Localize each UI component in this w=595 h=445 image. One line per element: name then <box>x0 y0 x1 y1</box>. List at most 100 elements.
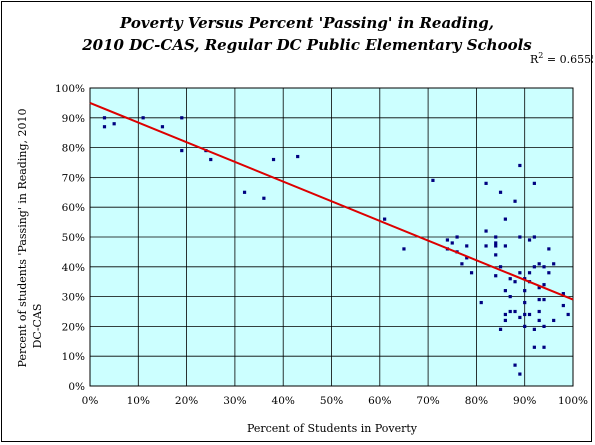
data-point <box>566 312 570 317</box>
data-point <box>532 181 536 185</box>
x-tick-label: 20% <box>175 395 198 407</box>
y-tick-label: 50% <box>62 232 85 244</box>
data-point <box>484 244 488 248</box>
data-point <box>518 315 522 320</box>
y-tick-label: 20% <box>62 321 85 333</box>
data-point <box>469 271 474 275</box>
y-tick-labels: 0% 10% 20% 30% 40% 50% 60% 70% 80% 90% 100% <box>55 83 85 393</box>
data-point <box>508 309 512 314</box>
data-point <box>465 244 469 248</box>
data-point <box>460 262 464 266</box>
x-tick-label: 90% <box>513 395 536 407</box>
r-squared-exponent: 2 <box>538 51 543 60</box>
data-point <box>465 256 469 260</box>
data-point <box>518 163 522 168</box>
data-point <box>494 244 498 248</box>
y-tick-label: 80% <box>62 143 85 155</box>
data-point <box>209 157 213 162</box>
data-point <box>508 277 512 281</box>
y-tick-label: 100% <box>55 83 85 95</box>
data-point <box>513 280 517 284</box>
data-point <box>523 289 527 293</box>
data-point <box>518 372 522 376</box>
data-point <box>532 235 536 239</box>
data-point <box>494 235 498 239</box>
data-point <box>498 327 503 331</box>
data-point <box>547 271 551 275</box>
data-point <box>537 262 541 266</box>
data-points <box>102 116 570 376</box>
data-point <box>513 199 517 203</box>
data-point <box>518 271 522 275</box>
data-point <box>402 247 406 251</box>
data-point <box>271 157 276 162</box>
data-point <box>102 125 107 129</box>
data-point <box>242 190 247 194</box>
data-point <box>513 309 517 314</box>
data-point <box>508 295 512 299</box>
data-point <box>498 265 503 269</box>
x-tick-label: 0% <box>82 395 99 407</box>
data-point <box>112 122 116 126</box>
data-point <box>484 229 488 233</box>
data-point <box>494 241 498 245</box>
data-point <box>523 312 527 317</box>
data-point <box>160 125 165 129</box>
data-point <box>431 178 435 182</box>
data-point <box>537 318 541 323</box>
x-axis-label: Percent of Students in Poverty <box>247 422 418 435</box>
y-tick-label: 30% <box>62 292 85 304</box>
y-tick-label: 70% <box>62 172 85 184</box>
data-point <box>479 300 483 305</box>
data-point <box>503 289 507 293</box>
data-point <box>498 190 503 194</box>
data-point <box>523 277 527 281</box>
y-tick-label: 60% <box>62 202 85 214</box>
data-point <box>527 271 532 275</box>
data-point <box>180 148 184 153</box>
data-point <box>494 274 498 278</box>
data-point <box>503 244 507 248</box>
data-point <box>503 312 507 317</box>
data-point <box>513 363 517 367</box>
y-axis-label: Percent of students 'Passing' in Reading… <box>16 109 44 368</box>
x-tick-label: 10% <box>127 395 150 407</box>
data-point <box>383 217 387 221</box>
y-tick-label: 90% <box>62 113 85 125</box>
data-point <box>552 262 556 266</box>
r-squared-value: = 0.6555 <box>543 53 593 66</box>
data-point <box>532 327 536 331</box>
y-axis-label-line2: DC-CAS <box>31 304 44 349</box>
data-point <box>523 300 527 305</box>
data-point <box>494 253 498 257</box>
data-point <box>503 217 507 221</box>
data-point <box>552 318 556 323</box>
data-point <box>527 238 532 242</box>
x-tick-label: 30% <box>223 395 246 407</box>
x-tick-label: 70% <box>416 395 439 407</box>
chart-title-line2: 2010 DC-CAS, Regular DC Public Elementar… <box>81 36 532 54</box>
x-tick-label: 100% <box>558 395 588 407</box>
x-tick-label: 60% <box>368 395 391 407</box>
data-point <box>141 116 145 120</box>
x-tick-label: 80% <box>465 395 488 407</box>
r-squared-label: R2 = 0.6555 <box>530 51 593 66</box>
data-point <box>547 247 551 251</box>
data-point <box>262 196 266 200</box>
data-point <box>542 345 546 349</box>
data-point <box>542 297 546 302</box>
data-point <box>542 265 546 269</box>
data-point <box>532 265 536 269</box>
data-point <box>532 345 536 349</box>
data-point <box>523 324 527 328</box>
data-point <box>102 116 107 120</box>
data-point <box>455 235 459 239</box>
r-squared-symbol: R <box>530 53 539 66</box>
y-tick-label: 40% <box>62 262 85 274</box>
data-point <box>537 286 541 290</box>
data-point <box>518 235 522 239</box>
x-tick-label: 50% <box>320 395 343 407</box>
chart-title-line1: Poverty Versus Percent 'Passing' in Read… <box>119 14 494 32</box>
